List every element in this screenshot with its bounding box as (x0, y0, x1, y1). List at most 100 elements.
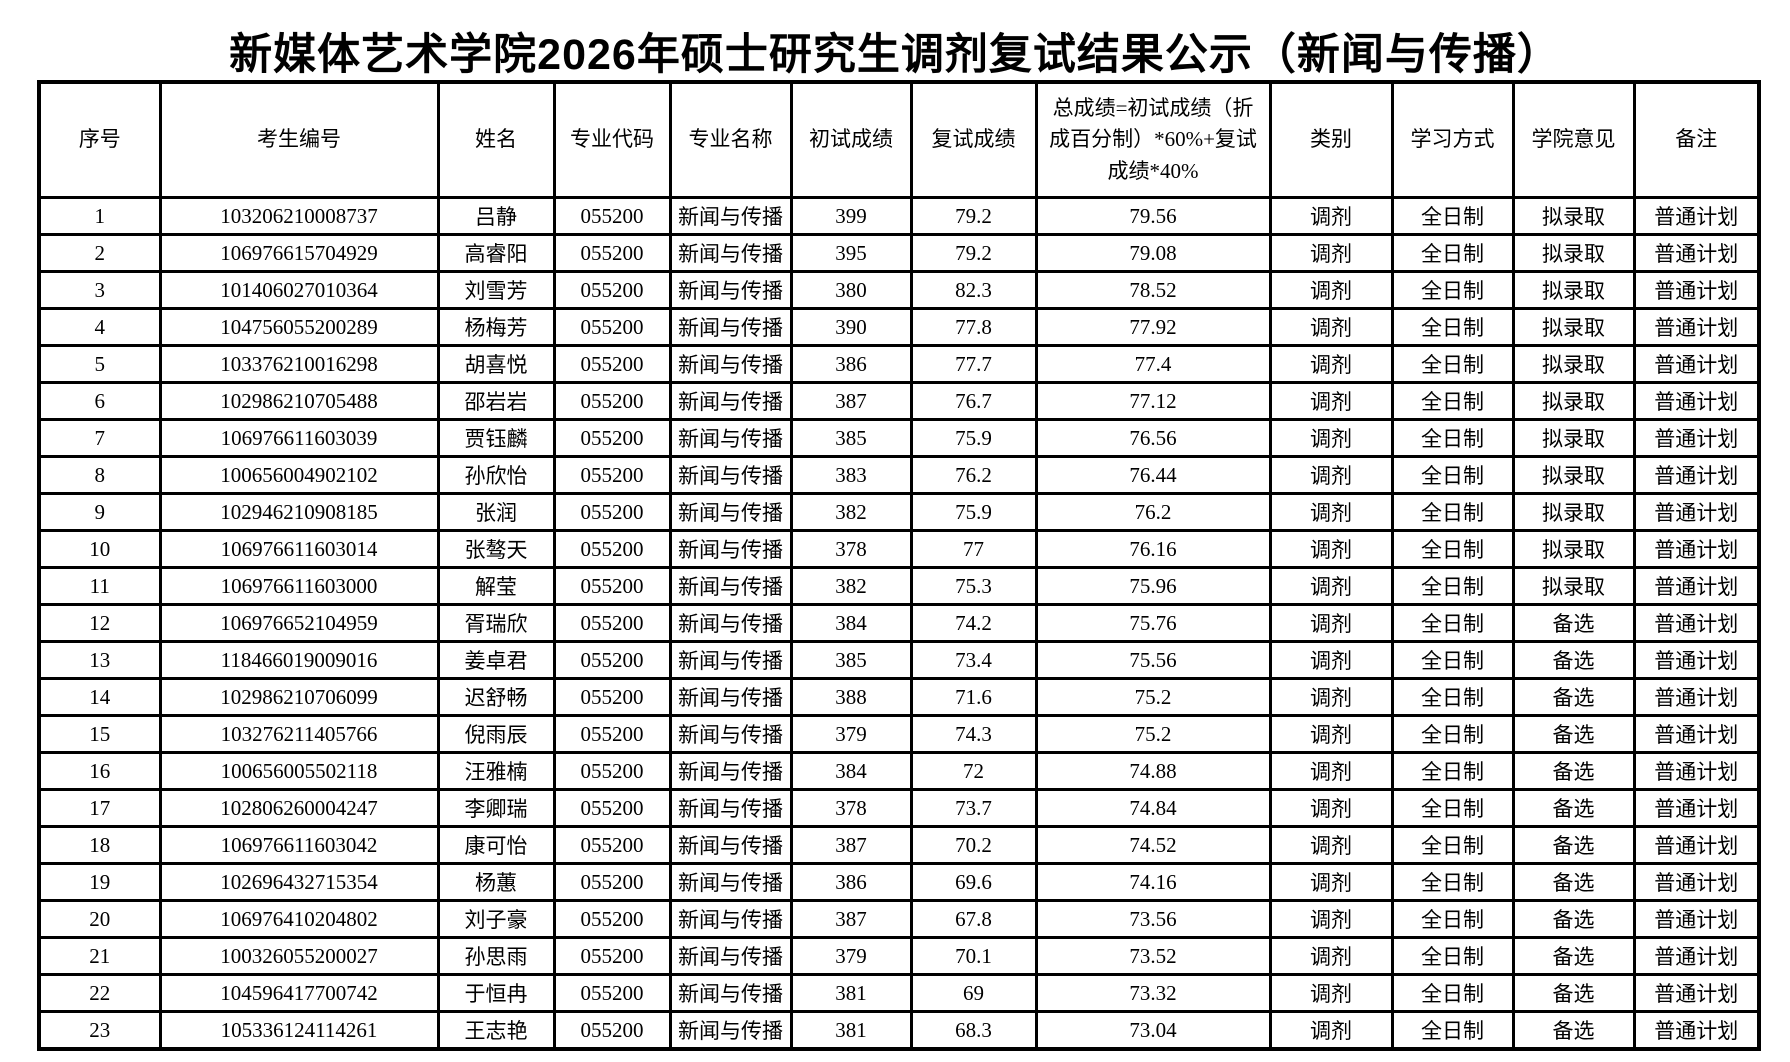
cell-college-opinion: 备选 (1511, 936, 1636, 976)
cell-retest-score: 70.1 (909, 936, 1038, 976)
cell-retest-score: 76.2 (909, 455, 1038, 495)
table-row: 17 102806260004247 李卿瑞 055200 新闻与传播 378 73.7 74… (37, 788, 1761, 828)
cell-remark: 普通计划 (1632, 936, 1761, 976)
cell-major-code: 055200 (552, 233, 672, 273)
cell-name: 胥瑞欣 (436, 603, 556, 643)
cell-remark: 普通计划 (1632, 973, 1761, 1013)
cell-index: 21 (37, 936, 162, 976)
cell-study-mode: 全日制 (1390, 825, 1515, 865)
cell-name: 李卿瑞 (436, 788, 556, 828)
cell-remark: 普通计划 (1632, 603, 1761, 643)
cell-index: 16 (37, 751, 162, 791)
cell-study-mode: 全日制 (1390, 566, 1515, 606)
cell-index: 14 (37, 677, 162, 717)
cell-category: 调剂 (1268, 233, 1394, 273)
cell-major-code: 055200 (552, 862, 672, 902)
cell-college-opinion: 拟录取 (1511, 381, 1636, 421)
cell-index: 6 (37, 381, 162, 421)
cell-index: 20 (37, 899, 162, 939)
header-total-score: 总成绩=初试成绩（折成百分制）*60%+复试成绩*40% (1034, 80, 1272, 199)
cell-major-name: 新闻与传播 (668, 196, 793, 236)
cell-major-code: 055200 (552, 566, 672, 606)
cell-study-mode: 全日制 (1390, 714, 1515, 754)
cell-name: 刘子豪 (436, 899, 556, 939)
cell-remark: 普通计划 (1632, 566, 1761, 606)
cell-initial-score: 384 (789, 751, 913, 791)
cell-initial-score: 382 (789, 492, 913, 532)
cell-major-code: 055200 (552, 529, 672, 569)
cell-initial-score: 378 (789, 788, 913, 828)
table-row: 22 104596417700742 于恒冉 055200 新闻与传播 381 69 73.3… (37, 973, 1761, 1013)
cell-name: 汪雅楠 (436, 751, 556, 791)
cell-study-mode: 全日制 (1390, 640, 1515, 680)
cell-retest-score: 77 (909, 529, 1038, 569)
cell-initial-score: 382 (789, 566, 913, 606)
cell-candidate-id: 106976615704929 (158, 233, 440, 273)
cell-initial-score: 386 (789, 862, 913, 902)
cell-name: 康可怡 (436, 825, 556, 865)
table-row: 12 106976652104959 胥瑞欣 055200 新闻与传播 384 74.2 75… (37, 603, 1761, 643)
cell-major-name: 新闻与传播 (668, 788, 793, 828)
cell-major-name: 新闻与传播 (668, 640, 793, 680)
cell-initial-score: 387 (789, 899, 913, 939)
cell-remark: 普通计划 (1632, 825, 1761, 865)
table-row: 23 105336124114261 王志艳 055200 新闻与传播 381 68.3 73… (37, 1010, 1761, 1051)
table-row: 11 106976611603000 解莹 055200 新闻与传播 382 75.3 75.… (37, 566, 1761, 606)
cell-study-mode: 全日制 (1390, 307, 1515, 347)
cell-study-mode: 全日制 (1390, 344, 1515, 384)
cell-name: 张骜天 (436, 529, 556, 569)
cell-total-score: 79.56 (1034, 196, 1272, 236)
cell-candidate-id: 104756055200289 (158, 307, 440, 347)
cell-major-code: 055200 (552, 455, 672, 495)
cell-study-mode: 全日制 (1390, 788, 1515, 828)
cell-name: 胡喜悦 (436, 344, 556, 384)
cell-college-opinion: 拟录取 (1511, 529, 1636, 569)
cell-name: 刘雪芳 (436, 270, 556, 310)
cell-major-code: 055200 (552, 936, 672, 976)
cell-category: 调剂 (1268, 603, 1394, 643)
cell-major-name: 新闻与传播 (668, 714, 793, 754)
cell-category: 调剂 (1268, 418, 1394, 458)
header-college-opinion: 学院意见 (1511, 80, 1636, 199)
cell-retest-score: 77.7 (909, 344, 1038, 384)
cell-name: 孙欣怡 (436, 455, 556, 495)
cell-major-code: 055200 (552, 418, 672, 458)
cell-study-mode: 全日制 (1390, 751, 1515, 791)
cell-total-score: 77.12 (1034, 381, 1272, 421)
cell-study-mode: 全日制 (1390, 381, 1515, 421)
cell-college-opinion: 备选 (1511, 603, 1636, 643)
cell-index: 1 (37, 196, 162, 236)
cell-major-name: 新闻与传播 (668, 936, 793, 976)
cell-college-opinion: 备选 (1511, 640, 1636, 680)
cell-total-score: 77.4 (1034, 344, 1272, 384)
cell-candidate-id: 106976611603039 (158, 418, 440, 458)
cell-candidate-id: 103276211405766 (158, 714, 440, 754)
cell-college-opinion: 拟录取 (1511, 566, 1636, 606)
cell-index: 7 (37, 418, 162, 458)
cell-initial-score: 387 (789, 825, 913, 865)
cell-retest-score: 75.3 (909, 566, 1038, 606)
header-study-mode: 学习方式 (1390, 80, 1515, 199)
cell-remark: 普通计划 (1632, 492, 1761, 532)
cell-category: 调剂 (1268, 492, 1394, 532)
cell-retest-score: 74.2 (909, 603, 1038, 643)
cell-candidate-id: 100656004902102 (158, 455, 440, 495)
table-row: 3 101406027010364 刘雪芳 055200 新闻与传播 380 82.3 78.… (37, 270, 1761, 310)
cell-major-name: 新闻与传播 (668, 529, 793, 569)
cell-college-opinion: 拟录取 (1511, 492, 1636, 532)
cell-retest-score: 69.6 (909, 862, 1038, 902)
header-major-code: 专业代码 (552, 80, 672, 199)
cell-candidate-id: 106976611603000 (158, 566, 440, 606)
cell-study-mode: 全日制 (1390, 492, 1515, 532)
cell-initial-score: 385 (789, 640, 913, 680)
cell-study-mode: 全日制 (1390, 677, 1515, 717)
table-row: 5 103376210016298 胡喜悦 055200 新闻与传播 386 77.7 77.… (37, 344, 1761, 384)
cell-major-name: 新闻与传播 (668, 862, 793, 902)
cell-major-code: 055200 (552, 344, 672, 384)
cell-category: 调剂 (1268, 307, 1394, 347)
header-major-name: 专业名称 (668, 80, 793, 199)
cell-category: 调剂 (1268, 270, 1394, 310)
table-row: 7 106976611603039 贾钰麟 055200 新闻与传播 385 75.9 76.… (37, 418, 1761, 458)
cell-study-mode: 全日制 (1390, 418, 1515, 458)
cell-retest-score: 75.9 (909, 492, 1038, 532)
